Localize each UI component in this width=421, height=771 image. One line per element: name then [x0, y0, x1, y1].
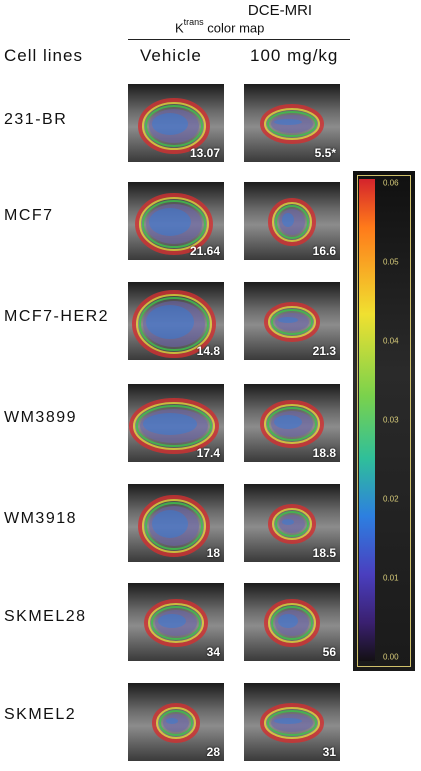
colorbar-frame	[357, 175, 411, 667]
vehicle-ktrans-value: 13.07	[189, 146, 220, 160]
dose-mri-panel: 18.8	[244, 384, 340, 462]
cell-line-label: WM3899	[4, 409, 78, 426]
vehicle-mri-panel: 34	[128, 583, 224, 661]
cell-line-label: SKMEL2	[4, 706, 77, 723]
colorbar-tick-label: 0.03	[383, 415, 399, 425]
header-subtitle: Ktrans color map	[175, 17, 265, 36]
cell-line-label: SKMEL28	[4, 608, 87, 625]
dose-ktrans-value: 31	[322, 745, 336, 759]
vehicle-ktrans-value: 17.4	[196, 446, 220, 460]
vehicle-ktrans-value: 34	[206, 645, 220, 659]
ktrans-symbol: K	[175, 20, 184, 36]
vehicle-mri-panel: 14.8	[128, 282, 224, 360]
ktrans-colormap-text: color map	[203, 20, 265, 36]
vehicle-mri-panel: 28	[128, 683, 224, 761]
vehicle-mri-panel: 13.07	[128, 84, 224, 162]
vehicle-mri-panel: 18	[128, 484, 224, 562]
colorbar-tick-label: 0.01	[383, 573, 399, 583]
colorbar: 0.06 0.05 0.04 0.03 0.02 0.01 0.00	[353, 171, 415, 671]
ktrans-superscript: trans	[183, 17, 204, 27]
dose-column-label: 100 mg/kg	[250, 46, 339, 65]
dose-mri-panel: 21.3	[244, 282, 340, 360]
cell-line-label: WM3918	[4, 510, 78, 527]
dose-mri-panel: 16.6	[244, 182, 340, 260]
vehicle-ktrans-value: 28	[206, 745, 220, 759]
dose-ktrans-value: 18.5	[312, 546, 336, 560]
dose-ktrans-value: 16.6	[312, 244, 336, 258]
cell-line-label: MCF7	[4, 207, 54, 224]
header-divider	[128, 39, 350, 40]
dose-ktrans-value: 5.5*	[314, 146, 336, 160]
cell-line-label: MCF7-HER2	[4, 308, 110, 325]
vehicle-ktrans-value: 18	[206, 546, 220, 560]
dose-ktrans-value: 56	[322, 645, 336, 659]
colorbar-tick-label: 0.06	[383, 178, 399, 188]
vehicle-column-label: Vehicle	[140, 46, 202, 65]
colorbar-tick-label: 0.00	[383, 652, 399, 662]
cell-lines-label: Cell lines	[4, 46, 83, 65]
vehicle-mri-panel: 17.4	[128, 384, 224, 462]
vehicle-ktrans-value: 21.64	[189, 244, 220, 258]
colorbar-gradient	[359, 179, 375, 661]
header-title: DCE-MRI	[247, 2, 313, 19]
colorbar-tick-label: 0.04	[383, 336, 399, 346]
dose-mri-panel: 18.5	[244, 484, 340, 562]
dose-ktrans-value: 21.3	[312, 344, 336, 358]
colorbar-tick-label: 0.02	[383, 494, 399, 504]
vehicle-mri-panel: 21.64	[128, 182, 224, 260]
cell-line-label: 231-BR	[4, 111, 68, 128]
dose-mri-panel: 5.5*	[244, 84, 340, 162]
dose-ktrans-value: 18.8	[312, 446, 336, 460]
colorbar-tick-label: 0.05	[383, 257, 399, 267]
dose-mri-panel: 31	[244, 683, 340, 761]
vehicle-ktrans-value: 14.8	[196, 344, 220, 358]
dose-mri-panel: 56	[244, 583, 340, 661]
